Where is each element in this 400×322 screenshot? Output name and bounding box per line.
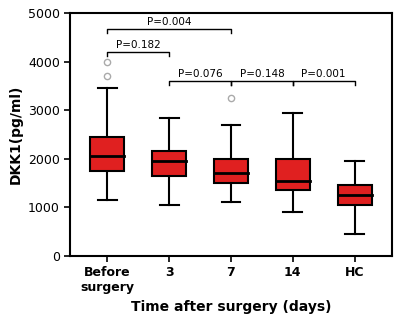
Bar	[152, 151, 186, 176]
X-axis label: Time after surgery (days): Time after surgery (days)	[131, 300, 331, 314]
Bar	[214, 159, 248, 183]
Bar	[276, 159, 310, 190]
Text: P=0.004: P=0.004	[147, 17, 192, 27]
Bar	[338, 185, 372, 205]
Text: P=0.148: P=0.148	[240, 69, 284, 79]
Text: P=0.182: P=0.182	[116, 40, 161, 50]
Text: P=0.076: P=0.076	[178, 69, 222, 79]
Y-axis label: DKK1(pg/ml): DKK1(pg/ml)	[8, 85, 22, 184]
Bar	[90, 137, 124, 171]
Text: P=0.001: P=0.001	[302, 69, 346, 79]
